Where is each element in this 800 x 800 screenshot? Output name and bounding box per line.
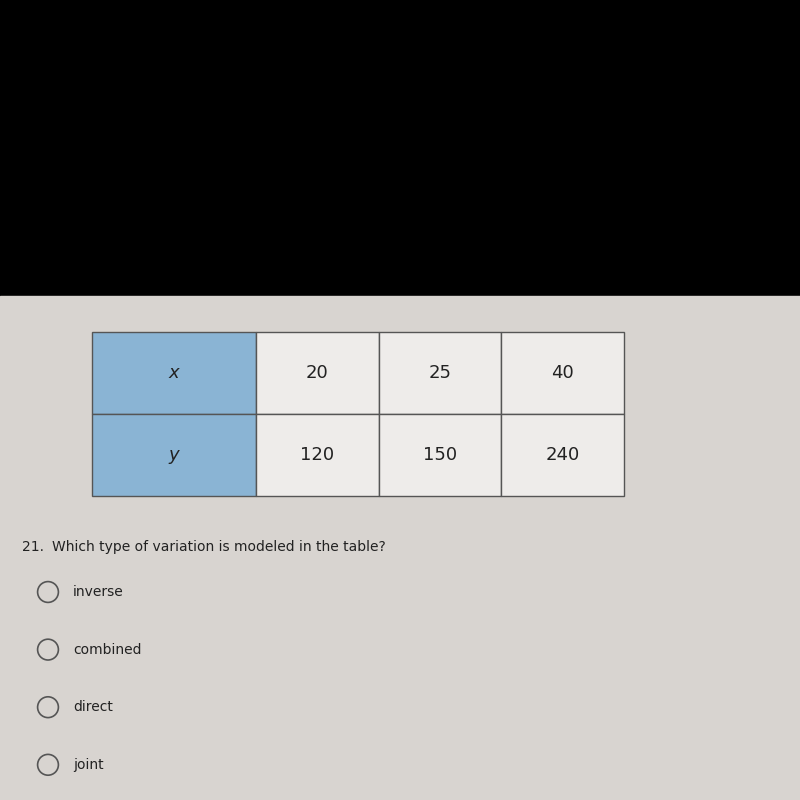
- Bar: [502, 414, 624, 496]
- Text: 120: 120: [300, 446, 334, 464]
- Text: direct: direct: [73, 700, 113, 714]
- Text: joint: joint: [73, 758, 103, 772]
- Text: y: y: [169, 446, 179, 464]
- Text: x: x: [169, 364, 179, 382]
- Text: inverse: inverse: [73, 585, 123, 599]
- Bar: [256, 332, 378, 414]
- Bar: [256, 414, 378, 496]
- Bar: [0, 0, 800, 296]
- Text: 21.: 21.: [22, 540, 45, 554]
- Bar: [378, 414, 502, 496]
- Bar: [92, 332, 256, 414]
- Text: 20: 20: [306, 364, 329, 382]
- Text: 40: 40: [551, 364, 574, 382]
- Text: 150: 150: [423, 446, 457, 464]
- Text: 240: 240: [546, 446, 580, 464]
- Bar: [0, 296, 800, 800]
- Bar: [378, 332, 502, 414]
- Bar: [502, 332, 624, 414]
- Text: combined: combined: [73, 642, 142, 657]
- Bar: [92, 414, 256, 496]
- Text: 25: 25: [429, 364, 451, 382]
- Text: Which type of variation is modeled in the table?: Which type of variation is modeled in th…: [52, 540, 386, 554]
